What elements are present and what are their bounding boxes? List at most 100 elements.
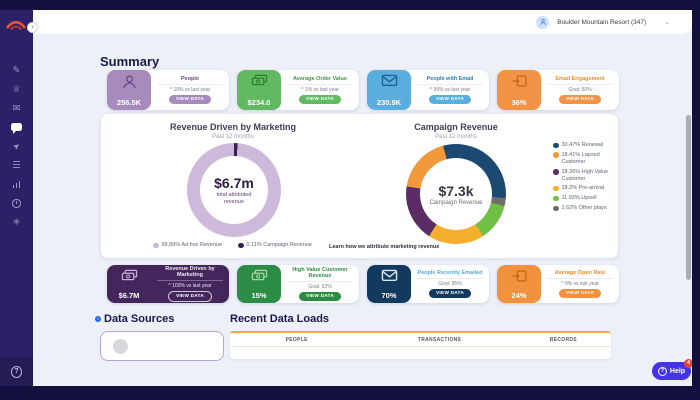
email-icon[interactable]: ✉ <box>12 102 21 114</box>
legend-label: 30.47% Renewal <box>561 142 604 148</box>
kpi-card-revenue-marketing: $6.7M Revenue Driven by Marketing ^ 100%… <box>107 265 229 303</box>
kpi-trend: ^ 10% vs last year <box>169 87 211 94</box>
envelope-icon <box>381 74 397 87</box>
kpi-label: People Recently Emailed <box>417 270 483 280</box>
kpi-goal: Goal: 95% <box>438 281 462 288</box>
legend-dot <box>553 185 559 192</box>
kpi-icon-box: $6.7M <box>107 265 151 303</box>
kpi-goal: Goal: 63% <box>308 284 332 291</box>
legend-label: 18.2% Pre-arrival <box>561 185 605 192</box>
sidebar-collapse-button[interactable]: › <box>27 22 38 33</box>
chart-title-revenue: Revenue Driven by Marketing Past 12 mont… <box>133 122 333 140</box>
lists-icon[interactable]: ☰ <box>12 159 21 171</box>
kpi-icon-box: 230.9K <box>367 70 411 110</box>
donut-center-value: $6.7m <box>214 174 254 191</box>
snowflake-icon[interactable]: ✳ <box>12 216 21 228</box>
kpi-value: 36% <box>511 98 527 107</box>
kpi-value: 24% <box>511 291 527 300</box>
kpi-value: 230.9K <box>376 98 402 107</box>
kpi-value: 70% <box>381 291 397 300</box>
kpi-icon-box: 256.5K <box>107 70 151 110</box>
data-source-card[interactable] <box>100 331 224 361</box>
kpi-goal: Goal: 50% <box>568 87 592 94</box>
kpi-card-people: 256.5K People ^ 10% vs last year VIEW DA… <box>107 70 229 110</box>
legend-item: 18.36% High Value Customer <box>553 169 619 183</box>
org-selector-label[interactable]: Boulder Mountain Resort (347) <box>557 18 647 26</box>
data-source-logo <box>113 339 128 354</box>
avatar[interactable] <box>536 15 550 29</box>
sidebar: ✎ ♕ ✉ ➤ ☰ ✳ ? <box>0 10 33 386</box>
scrollbar-thumb[interactable] <box>686 115 691 280</box>
legend-item: 99.89% Ad hoc Revenue <box>153 242 222 249</box>
legend-item: 2.62% Other plays <box>553 205 619 212</box>
kpi-trend: ^ 0% vs last year <box>561 281 599 288</box>
info-icon[interactable]: i <box>95 316 101 322</box>
donut-center-label: total attributed revenue <box>216 191 252 205</box>
page-title: Summary <box>100 54 160 69</box>
legend-dot <box>553 142 559 148</box>
chat-icon[interactable] <box>11 122 22 134</box>
compose-icon[interactable]: ✎ <box>12 64 21 76</box>
legend-dot <box>553 195 559 202</box>
kpi-label: Average Open Rate <box>547 270 613 280</box>
send-icon[interactable]: ➤ <box>10 139 23 152</box>
kpi-card-recently-emailed: 70% People Recently Emailed Goal: 95% VI… <box>367 265 489 303</box>
view-data-button[interactable]: VIEW DATA <box>558 95 601 105</box>
help-button[interactable]: ? Help 4 <box>652 359 692 380</box>
kpi-trend: ^ 100% vs last year <box>168 283 212 290</box>
column-header: TRANSACTIONS <box>417 337 462 343</box>
kpi-trend: ^ 1% vs last year <box>301 87 339 94</box>
kpi-trend: ^ 39% vs last year <box>429 87 471 94</box>
donut-center-value: $7.3k <box>438 182 474 199</box>
view-data-button[interactable]: VIEW DATA <box>167 291 212 303</box>
send-mail-icon <box>511 270 527 282</box>
question-icon[interactable]: ? <box>10 366 23 378</box>
attribution-link[interactable]: Learn how we attribute marketing revenue <box>329 244 440 250</box>
donut-attributed-revenue: $6.7m total attributed revenue <box>187 143 281 237</box>
legend-item: 11.93% Upsell <box>553 195 619 202</box>
kpi-label: Average Order Value <box>287 76 353 86</box>
kpi-card-people-with-email: 230.9K People with Email ^ 39% vs last y… <box>367 70 489 110</box>
view-data-button[interactable]: VIEW DATA <box>168 95 211 105</box>
person-icon <box>539 18 546 26</box>
history-icon[interactable] <box>12 198 21 209</box>
kpi-label: People <box>157 76 223 86</box>
view-data-button[interactable]: VIEW DATA <box>558 289 601 299</box>
kpi-icon-box: 36% <box>497 70 541 110</box>
cash-icon <box>251 269 267 281</box>
kpi-value: $6.7M <box>118 291 140 300</box>
notification-badge: 4 <box>684 359 692 368</box>
campaign-legend: 30.47% Renewal 18.41% Lapsed Customer 18.3… <box>553 142 619 215</box>
view-data-button[interactable]: VIEW DATA <box>428 289 471 299</box>
kpi-card-open-rate: 24% Average Open Rate ^ 0% vs last year … <box>497 265 619 303</box>
recent-loads-title: Recent Data Loads <box>230 313 330 325</box>
kpi-label: High Value Customer Revenue <box>287 267 353 283</box>
view-data-button[interactable]: VIEW DATA <box>428 95 471 105</box>
send-mail-icon <box>511 75 527 87</box>
chart-subtitle: Past 12 months <box>212 134 254 140</box>
chart-title-text: Campaign Revenue <box>414 122 498 132</box>
donut-center: $7.3k Campaign Revenue <box>420 158 492 230</box>
reports-icon[interactable] <box>12 179 21 190</box>
chart-subtitle: Past 12 months <box>435 134 477 140</box>
kpi-value: $234.0 <box>247 98 271 107</box>
recent-loads-table: PEOPLE TRANSACTIONS RECORDS <box>230 331 611 359</box>
marketing-charts-card: Revenue Driven by Marketing Past 12 mont… <box>100 113 619 259</box>
kpi-value: 256.5K <box>116 98 142 107</box>
legend-label: 18.36% High Value Customer <box>561 168 609 182</box>
sidebar-nav: ✎ ♕ ✉ ➤ ☰ ✳ <box>0 65 33 228</box>
brand-logo <box>5 16 27 36</box>
app-window: Boulder Mountain Resort (347) ⌄ Summary … <box>0 10 692 386</box>
top-header: Boulder Mountain Resort (347) ⌄ <box>33 10 692 34</box>
view-data-button[interactable]: VIEW DATA <box>298 95 341 105</box>
chevron-down-icon[interactable]: ⌄ <box>664 19 670 26</box>
legend-item: 30.47% Renewal <box>553 142 619 149</box>
column-header: PEOPLE <box>285 337 308 343</box>
view-data-button[interactable]: VIEW DATA <box>298 292 341 302</box>
legend-dot <box>153 242 159 249</box>
column-header: RECORDS <box>549 337 577 343</box>
legend-dot <box>238 242 244 249</box>
chart-title-text: Revenue Driven by Marketing <box>169 122 297 132</box>
audience-icon[interactable]: ♕ <box>12 83 21 95</box>
